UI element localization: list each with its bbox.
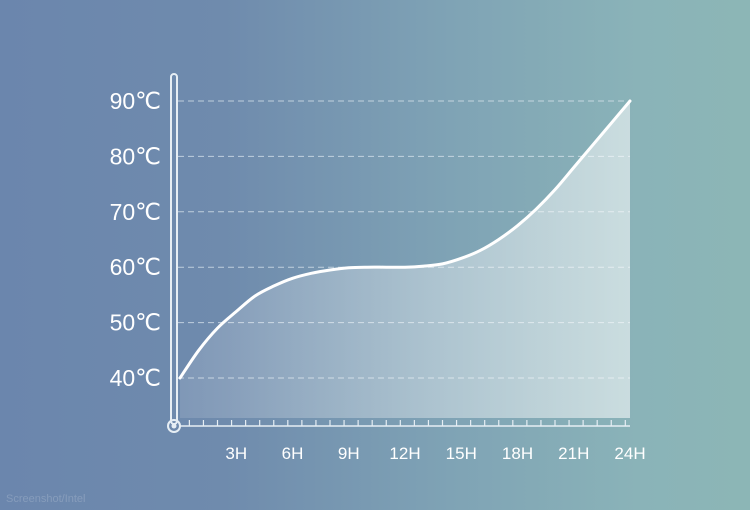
temperature-curve: [178, 99, 632, 380]
y-tick-label: 50℃: [110, 310, 161, 336]
y-tick-label: 40℃: [110, 365, 161, 391]
y-tick-label: 80℃: [110, 143, 161, 169]
x-tick-label: 21H: [558, 444, 589, 463]
y-tick-label: 60℃: [110, 254, 161, 280]
y-tick-label: 70℃: [110, 199, 161, 225]
x-tick-label: 15H: [446, 444, 477, 463]
x-tick-label: 3H: [225, 444, 247, 463]
area-fill: [180, 101, 630, 418]
x-tick-label: 18H: [502, 444, 533, 463]
y-tick-label: 90℃: [110, 88, 161, 114]
x-tick-label: 9H: [338, 444, 360, 463]
x-tick-label: 24H: [614, 444, 645, 463]
watermark: Screenshot/Intel: [6, 493, 86, 505]
x-axis-labels: 3H 6H 9H 12H 15H 18H 21H 24H: [225, 444, 645, 463]
x-tick-label: 12H: [389, 444, 420, 463]
x-axis-minor-ticks: [188, 420, 626, 426]
y-axis-labels: 90℃ 80℃ 70℃ 60℃ 50℃ 40℃: [110, 88, 161, 391]
x-tick-label: 6H: [282, 444, 304, 463]
